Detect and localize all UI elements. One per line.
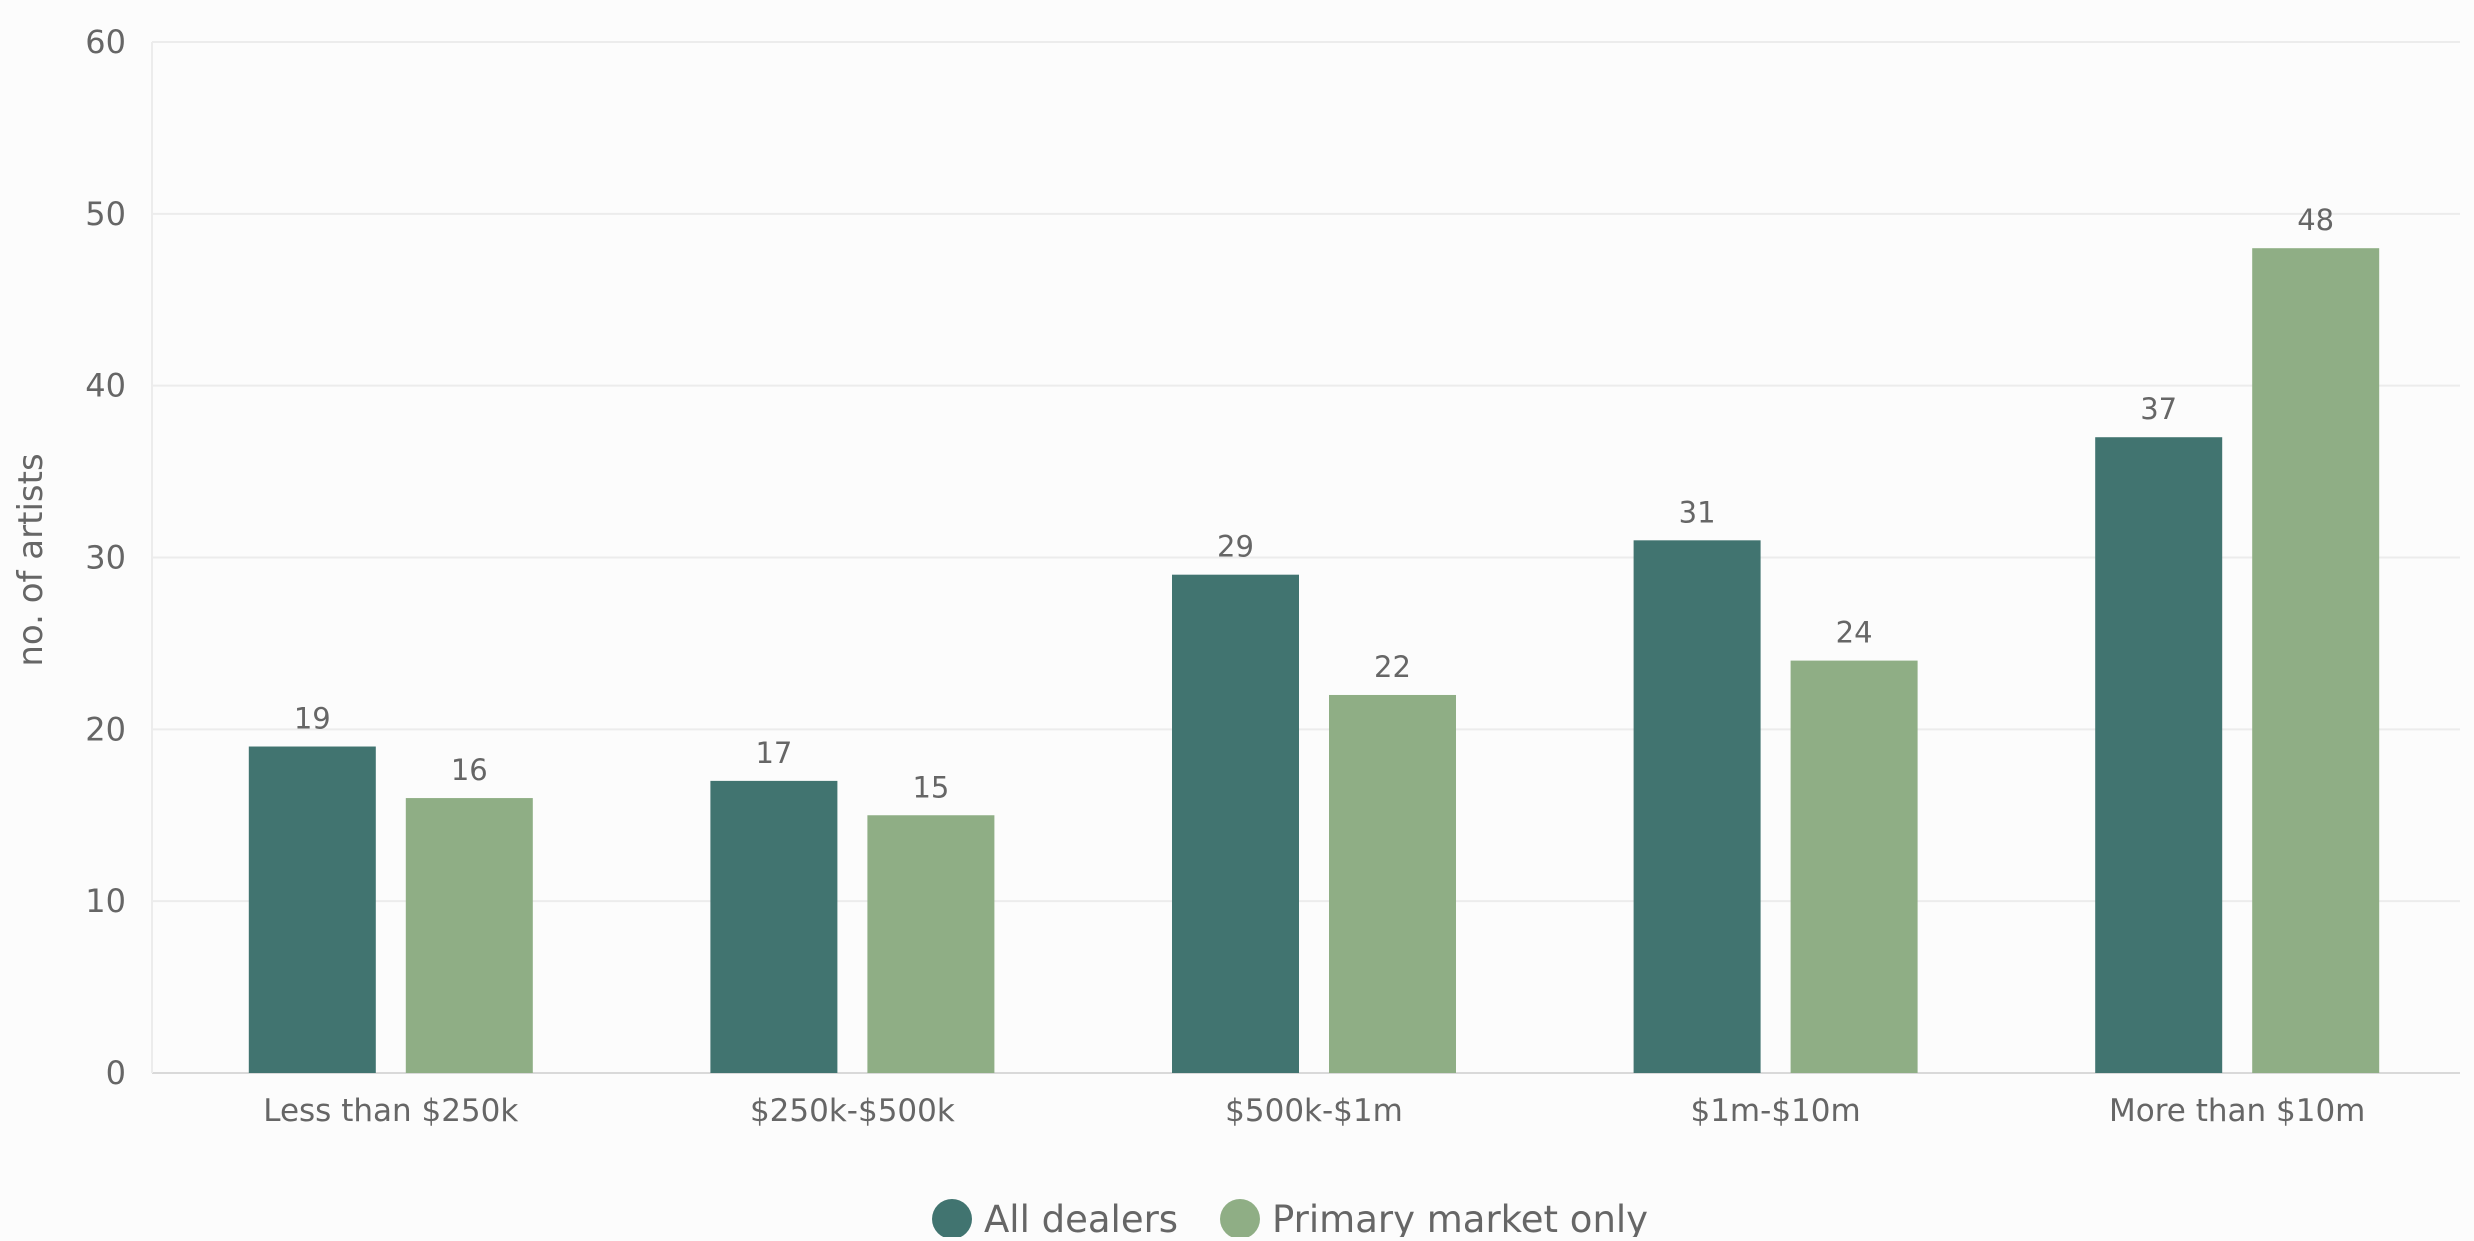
legend-marker-primary-market [1220, 1199, 1260, 1239]
bars [248, 248, 2380, 1073]
y-tick-label: 60 [85, 23, 126, 61]
legend-marker-all-dealers [932, 1199, 972, 1239]
bar-primary-market [1790, 660, 1918, 1073]
bar-all-dealers [1172, 574, 1299, 1073]
bar-primary-market [1329, 694, 1456, 1073]
y-tick-label: 50 [85, 195, 126, 233]
bar-primary-market [2252, 248, 2380, 1073]
value-labels: 19 16 17 15 29 22 31 24 37 48 [294, 203, 2334, 804]
x-tick-label: $1m-$10m [1690, 1093, 1860, 1129]
bar-value-label: 15 [912, 770, 949, 804]
y-tick-label: 0 [106, 1054, 126, 1092]
bar-value-label: 16 [451, 753, 488, 787]
axes: 0 10 20 30 40 50 60 Less than $250k $250k-$500k $… [85, 23, 2365, 1129]
y-tick-label: 40 [85, 367, 126, 405]
bar-primary-market [867, 815, 995, 1073]
bar-all-dealers [1633, 540, 1761, 1073]
bar-value-label: 24 [1836, 616, 1873, 650]
y-axis-title: no. of artists [11, 453, 51, 666]
bar-primary-market [405, 798, 533, 1073]
legend: All dealers Primary market only [932, 1198, 1648, 1241]
bar-value-label: 29 [1217, 530, 1254, 564]
bar-value-label: 22 [1374, 650, 1411, 684]
x-tick-label: $250k-$500k [750, 1093, 955, 1129]
legend-label-all-dealers: All dealers [984, 1198, 1178, 1237]
y-tick-label: 20 [85, 710, 126, 748]
x-tick-label: $500k-$1m [1225, 1093, 1403, 1129]
bar-value-label: 48 [2297, 203, 2334, 237]
bar-all-dealers [248, 746, 376, 1073]
bar-value-label: 19 [294, 702, 331, 736]
bar-value-label: 37 [2140, 392, 2177, 426]
x-tick-label: More than $10m [2109, 1093, 2365, 1129]
legend-label-primary-market: Primary market only [1272, 1198, 1648, 1237]
bar-value-label: 17 [755, 736, 792, 770]
bar-all-dealers [710, 780, 838, 1073]
grid-lines [152, 41, 2460, 1074]
y-tick-label: 30 [85, 539, 126, 577]
bar-all-dealers [2095, 437, 2223, 1073]
bar-value-label: 31 [1679, 495, 1716, 529]
x-tick-label: Less than $250k [263, 1093, 518, 1129]
y-tick-label: 10 [85, 882, 126, 920]
